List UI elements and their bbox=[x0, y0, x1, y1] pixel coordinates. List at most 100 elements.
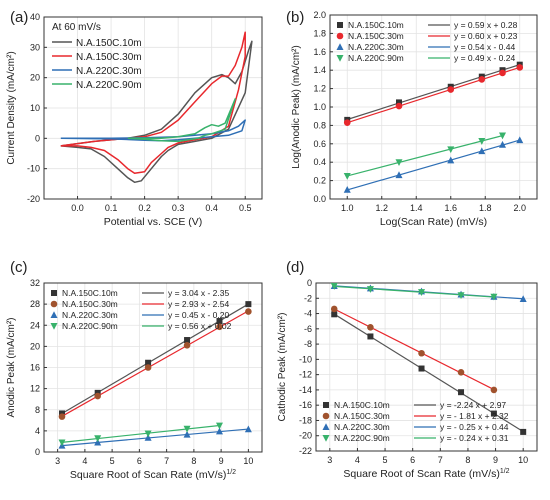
x-tick-label: 1.2 bbox=[375, 203, 388, 213]
y-tick-label: 1.0 bbox=[313, 102, 326, 112]
y-tick-label: -4 bbox=[304, 309, 312, 319]
x-tick-label: 0.4 bbox=[205, 203, 218, 213]
data-point bbox=[395, 171, 403, 179]
x-tick-label: 6 bbox=[137, 456, 142, 466]
y-tick-label: 0 bbox=[35, 447, 40, 457]
fit-line-4 bbox=[61, 424, 220, 443]
data-point bbox=[94, 392, 101, 400]
data-point bbox=[490, 293, 498, 301]
data-point bbox=[244, 425, 252, 433]
x-tick-label: 0.0 bbox=[71, 203, 84, 213]
legend-marker bbox=[336, 43, 344, 50]
data-point bbox=[184, 337, 191, 344]
y-tick-label: 0.8 bbox=[313, 120, 326, 130]
data-point bbox=[499, 132, 506, 140]
panel-label: (a) bbox=[10, 9, 28, 26]
data-point bbox=[330, 305, 338, 313]
y-axis-label: Cathodic Peak (mA/cm²) bbox=[277, 313, 288, 422]
data-point bbox=[490, 410, 497, 417]
data-point bbox=[457, 292, 465, 300]
legend-marker bbox=[336, 55, 344, 62]
y-tick-label: -6 bbox=[304, 324, 312, 334]
legend-fit-label: y = 0.60 x + 0.23 bbox=[454, 31, 518, 41]
legend-label: N.A.150C.30m bbox=[62, 299, 118, 309]
x-tick-label: 0.1 bbox=[105, 203, 118, 213]
x-tick-label: 8 bbox=[191, 456, 196, 466]
y-tick-label: 40 bbox=[30, 12, 40, 22]
plot-area bbox=[58, 301, 252, 449]
x-axis-label-superscript: 1/2 bbox=[226, 469, 236, 476]
data-point bbox=[418, 349, 425, 357]
y-tick-label: -22 bbox=[299, 446, 312, 456]
data-point bbox=[457, 369, 465, 376]
y-tick-label: 16 bbox=[30, 363, 40, 373]
legend-marker bbox=[323, 402, 329, 408]
plot-area bbox=[330, 283, 527, 435]
x-tick-label: 7 bbox=[438, 455, 443, 465]
legend-label: N.A.220C.30m bbox=[334, 422, 390, 432]
legend-fit-label: y = - 0.24 x + 0.31 bbox=[440, 433, 509, 443]
fit-line-2 bbox=[333, 308, 495, 391]
data-point bbox=[520, 428, 527, 435]
legend-label: N.A.150C.30m bbox=[334, 411, 390, 421]
legend-marker bbox=[336, 32, 344, 40]
data-point bbox=[58, 439, 66, 447]
data-point bbox=[183, 342, 191, 349]
data-point bbox=[367, 333, 374, 340]
y-tick-label: -10 bbox=[27, 164, 40, 174]
y-tick-label: 1.8 bbox=[313, 28, 326, 38]
legend-fit-label: y = 0.49 x - 0.24 bbox=[454, 53, 515, 63]
legend-label: N.A.150C.10m bbox=[334, 400, 390, 410]
y-tick-label: 2.0 bbox=[313, 10, 326, 20]
legend-fit-label: y = -2.24 x + 2.97 bbox=[440, 400, 506, 410]
fit-line-3 bbox=[61, 428, 249, 447]
legend-marker bbox=[50, 300, 58, 308]
y-tick-label: 0.4 bbox=[313, 157, 326, 167]
x-axis-label: Square Root of Scan Rate (mV/s)1/2 bbox=[70, 469, 236, 481]
y-tick-label: 4 bbox=[35, 426, 40, 436]
data-point bbox=[216, 323, 223, 331]
panel-label: (d) bbox=[286, 259, 304, 276]
legend-fit-label: y = - 1.81 x + 2.32 bbox=[440, 411, 509, 421]
legend-label: N.A.150C.10m bbox=[348, 20, 404, 30]
data-point bbox=[447, 146, 455, 154]
y-tick-label: 20 bbox=[30, 73, 40, 83]
data-point bbox=[245, 308, 252, 315]
x-tick-label: 9 bbox=[493, 455, 498, 465]
legend-label: N.A.150C.10m bbox=[62, 288, 118, 298]
x-tick-label: 5 bbox=[110, 456, 115, 466]
x-tick-label: 7 bbox=[164, 456, 169, 466]
y-tick-label: 1.4 bbox=[313, 65, 326, 75]
x-tick-label: 5 bbox=[383, 455, 388, 465]
data-point bbox=[144, 430, 152, 438]
legend-label: N.A.220C.90m bbox=[334, 433, 390, 443]
legend-label: N.A.150C.10m bbox=[76, 38, 142, 49]
x-tick-label: 1.0 bbox=[341, 203, 354, 213]
data-point bbox=[343, 186, 351, 193]
legend-marker bbox=[50, 311, 58, 318]
y-tick-label: -2 bbox=[304, 293, 312, 303]
legend-fit-label: y = 0.45 x - 0.20 bbox=[168, 310, 229, 320]
x-axis-label: Square Root of Scan Rate (mV/s)1/2 bbox=[343, 468, 509, 480]
data-point bbox=[396, 99, 402, 106]
data-point bbox=[144, 433, 152, 441]
y-tick-label: 24 bbox=[30, 320, 40, 330]
legend-label: N.A.150C.30m bbox=[76, 52, 142, 63]
legend-marker bbox=[322, 423, 330, 430]
legend-fit-label: y = 2.93 x - 2.54 bbox=[168, 299, 229, 309]
y-tick-label: 10 bbox=[30, 103, 40, 113]
data-point bbox=[366, 286, 374, 293]
legend-fit-label: y = 0.54 x - 0.44 bbox=[454, 42, 515, 52]
x-tick-label: 4 bbox=[82, 456, 87, 466]
data-point bbox=[490, 386, 498, 394]
legend-label: N.A.150C.30m bbox=[348, 31, 404, 41]
series-line-4 bbox=[127, 98, 236, 143]
panel-label: (c) bbox=[10, 259, 28, 276]
fit-line-1 bbox=[347, 64, 520, 121]
x-tick-label: 10 bbox=[518, 455, 528, 465]
data-point bbox=[418, 289, 426, 296]
data-point bbox=[183, 430, 191, 438]
annotation-text: At 60 mV/s bbox=[52, 22, 101, 33]
x-tick-label: 0.2 bbox=[138, 203, 151, 213]
